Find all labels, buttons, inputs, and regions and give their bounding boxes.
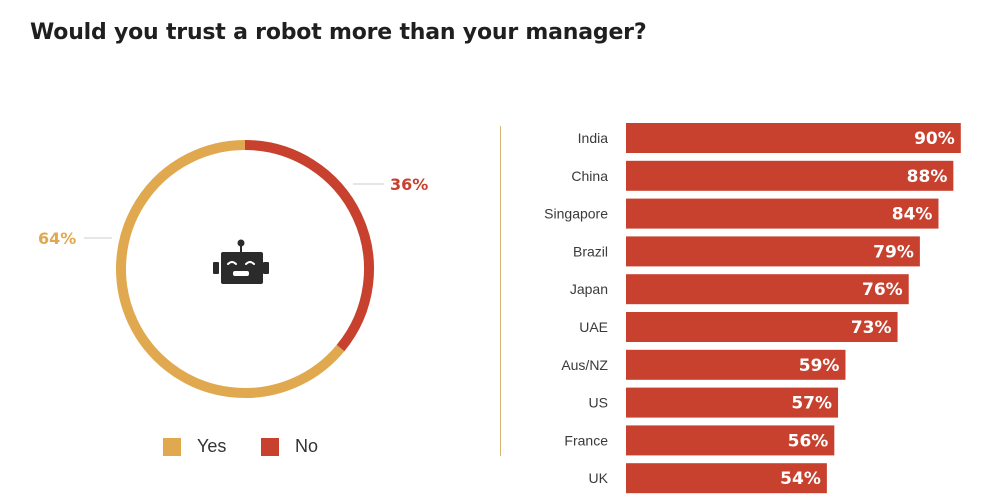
bar xyxy=(626,425,835,456)
donut-label-yes: 64% xyxy=(38,229,76,248)
bar-value-label: 79% xyxy=(873,242,914,262)
donut-label-no: 36% xyxy=(390,175,428,194)
bar-category-label: UAE xyxy=(579,319,608,335)
bar xyxy=(626,160,954,191)
bar xyxy=(626,236,920,267)
bar-value-label: 84% xyxy=(892,205,933,225)
bar-category-label: Singapore xyxy=(544,206,608,222)
bar-category-label: Brazil xyxy=(573,243,608,259)
bar-value-label: 90% xyxy=(914,129,955,149)
section-divider xyxy=(500,126,501,456)
bar-category-label: US xyxy=(589,395,608,411)
bar xyxy=(626,274,909,305)
legend-swatch-yes xyxy=(163,437,181,456)
bar-category-label: India xyxy=(578,130,609,146)
bar xyxy=(626,387,839,418)
bar-category-label: France xyxy=(564,432,608,448)
bar xyxy=(626,123,961,153)
donut-slice-yes xyxy=(116,140,345,398)
bar xyxy=(626,463,827,494)
robot-head-icon xyxy=(213,239,269,284)
bar-value-label: 56% xyxy=(788,431,829,451)
bar-category-label: China xyxy=(571,168,608,184)
bar-value-label: 57% xyxy=(791,394,832,414)
bar-category-label: UK xyxy=(589,470,609,486)
bar-value-label: 88% xyxy=(907,167,948,187)
legend-label-no: No xyxy=(295,436,319,456)
legend-swatch-no xyxy=(261,437,279,456)
bar-chart: India 90% China 88% Singapore 84% Brazil 79% Jap… xyxy=(544,123,961,494)
bar-value-label: 59% xyxy=(799,356,840,376)
bar xyxy=(626,312,898,342)
bar xyxy=(626,198,939,229)
legend-item-yes: Yes xyxy=(163,436,226,457)
bar-value-label: 54% xyxy=(780,469,821,489)
donut-slice-no xyxy=(244,140,374,352)
legend-item-no: No xyxy=(261,436,318,457)
bar-value-label: 73% xyxy=(851,318,892,338)
donut-chart: 64% 36% xyxy=(38,140,428,398)
bar-value-label: 76% xyxy=(862,280,903,300)
bar-category-label: Japan xyxy=(570,281,608,297)
chart-title: Would you trust a robot more than your m… xyxy=(30,20,647,45)
bar-category-label: Aus/NZ xyxy=(561,357,608,373)
legend-label-yes: Yes xyxy=(197,436,227,456)
bar xyxy=(626,349,846,380)
